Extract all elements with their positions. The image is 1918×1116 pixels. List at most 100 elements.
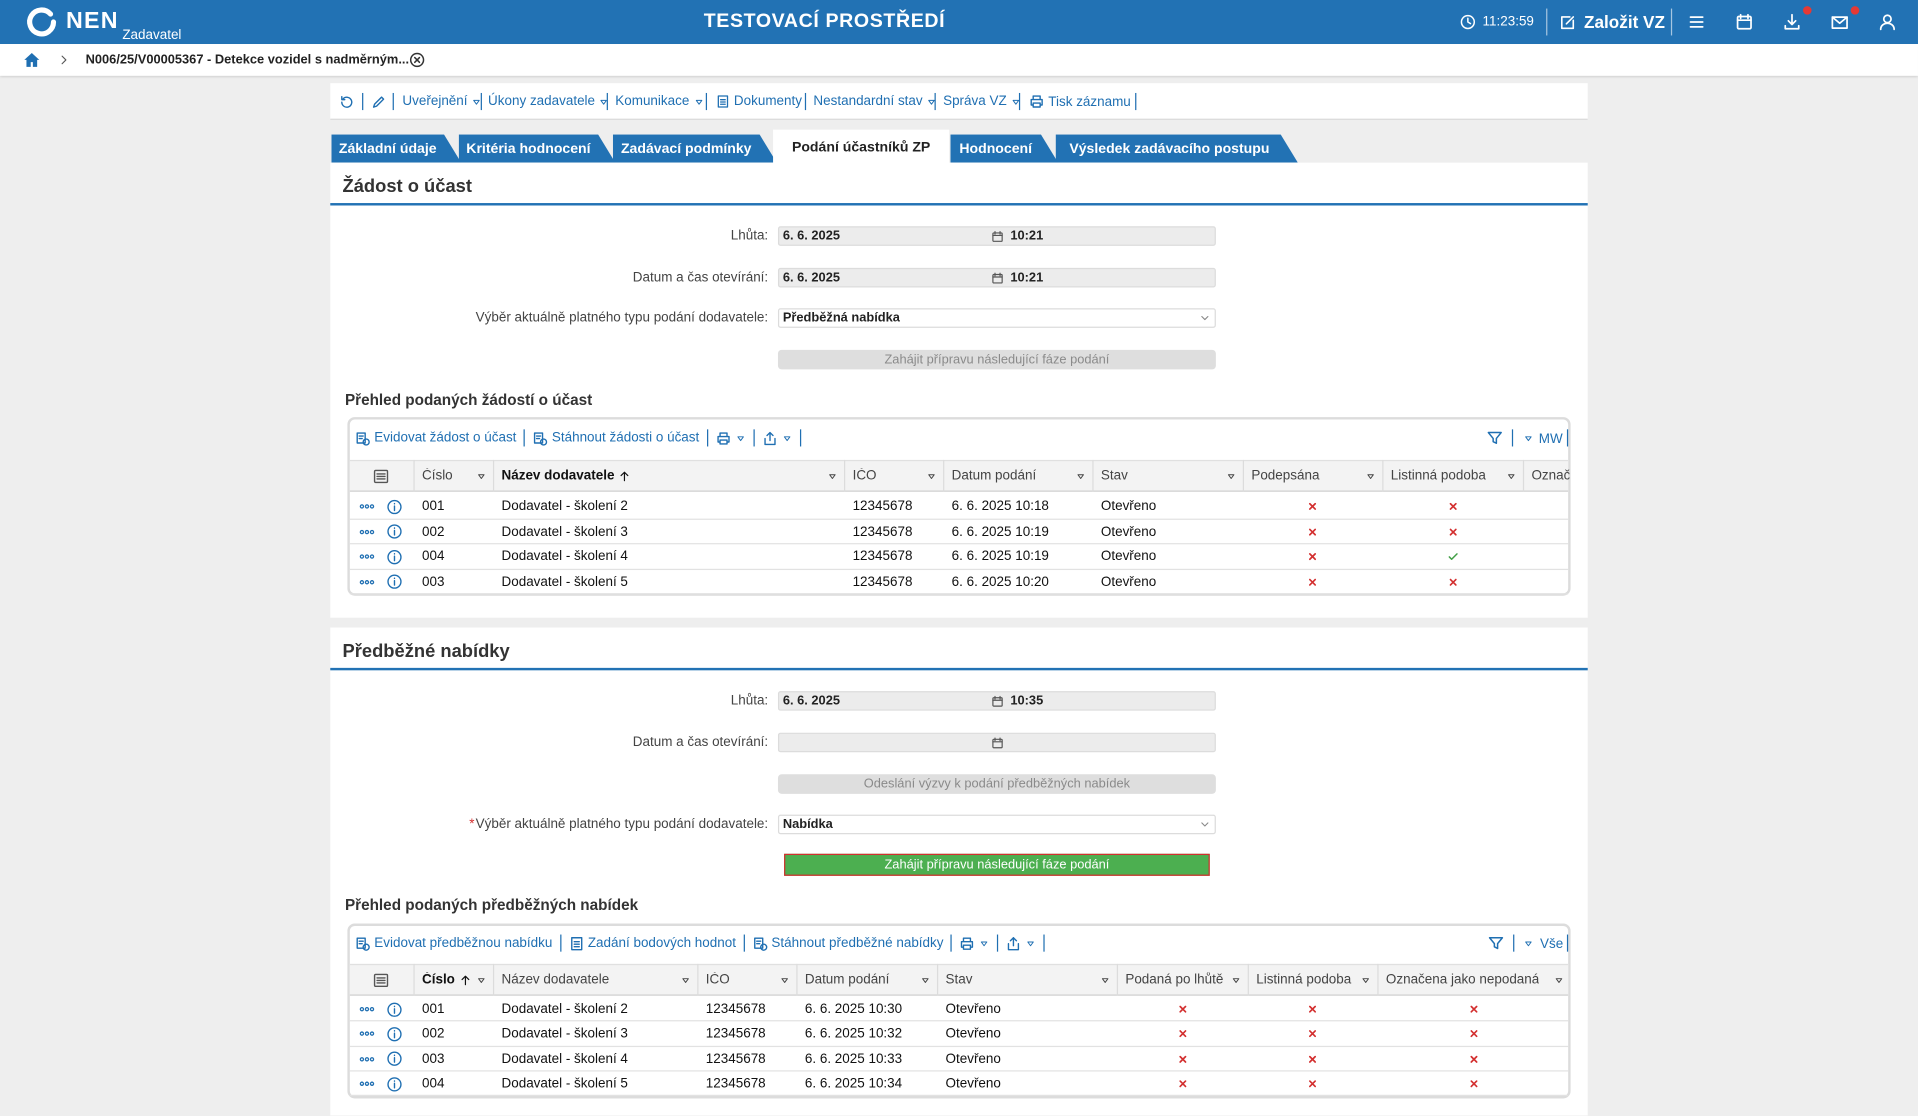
- column-header[interactable]: Číslo: [422, 468, 453, 483]
- column-header[interactable]: Označena jako nepodaná: [1386, 972, 1539, 987]
- calendar-icon[interactable]: [990, 229, 1003, 242]
- edit-icon[interactable]: [370, 94, 386, 110]
- tab-label[interactable]: Výsledek zadávacího postupu: [1069, 141, 1270, 157]
- row-info[interactable]: [386, 574, 402, 590]
- download-icon[interactable]: [1782, 12, 1802, 32]
- print-menu[interactable]: [715, 430, 746, 446]
- toolbar-label[interactable]: Správa VZ: [943, 94, 1007, 109]
- view-caret[interactable]: [1522, 938, 1533, 949]
- row-actions[interactable]: [359, 575, 375, 590]
- column-title[interactable]: Číslo: [422, 972, 455, 988]
- column-filter-caret[interactable]: [925, 470, 936, 481]
- column-header[interactable]: Stav: [1101, 468, 1128, 483]
- toolbar-item[interactable]: Dokumenty: [716, 94, 802, 109]
- column-filter-caret[interactable]: [475, 470, 486, 481]
- toolbar-label[interactable]: Nestandardní stav: [813, 94, 923, 109]
- row-actions[interactable]: [359, 499, 375, 514]
- table-action[interactable]: Evidovat žádost o účast: [355, 430, 517, 446]
- table-action[interactable]: Stáhnout žádosti o účast: [532, 430, 699, 446]
- calendar-icon[interactable]: [990, 694, 1003, 707]
- print-menu[interactable]: [959, 935, 990, 951]
- column-header[interactable]: Název dodavatele: [502, 468, 632, 483]
- column-header[interactable]: Označ: [1531, 468, 1569, 483]
- tab[interactable]: [1056, 135, 1298, 163]
- column-header[interactable]: Datum podání: [952, 468, 1037, 483]
- view-selector[interactable]: Vše: [1540, 936, 1564, 952]
- row-actions[interactable]: [359, 1027, 375, 1042]
- primary-button[interactable]: [784, 853, 1210, 876]
- home-icon[interactable]: [23, 51, 40, 68]
- column-header[interactable]: Stav: [946, 972, 973, 987]
- column-title[interactable]: Číslo: [422, 468, 453, 484]
- row-info[interactable]: [386, 549, 402, 565]
- table-action[interactable]: Stáhnout předběžné nabídky: [752, 935, 943, 951]
- column-header[interactable]: Číslo: [422, 972, 472, 987]
- column-filter-caret[interactable]: [1099, 974, 1110, 985]
- export-menu[interactable]: [1006, 935, 1037, 951]
- action-label[interactable]: Evidovat žádost o účast: [374, 430, 517, 446]
- column-title[interactable]: Datum podání: [951, 468, 1037, 484]
- column-title[interactable]: Podaná po lhůtě: [1125, 972, 1224, 988]
- toolbar-item[interactable]: Úkony zadavatele: [488, 94, 610, 109]
- table-action[interactable]: Evidovat předběžnou nabídku: [355, 935, 553, 951]
- column-title[interactable]: Označ: [1531, 468, 1570, 484]
- tab-label-active[interactable]: Podání účastníků ZP: [791, 140, 931, 156]
- filter-icon[interactable]: [1486, 429, 1503, 446]
- row-actions[interactable]: [359, 1076, 375, 1091]
- close-breadcrumb[interactable]: [409, 51, 426, 68]
- column-filter-caret[interactable]: [826, 470, 837, 481]
- column-filter-caret[interactable]: [475, 974, 486, 985]
- toolbar-label[interactable]: Dokumenty: [733, 94, 802, 109]
- column-title[interactable]: Stav: [1100, 468, 1128, 484]
- table-row[interactable]: [349, 519, 1569, 545]
- column-header[interactable]: Podepsána: [1251, 468, 1319, 483]
- column-title[interactable]: Stav: [945, 972, 973, 988]
- row-info[interactable]: [386, 1051, 402, 1067]
- row-info[interactable]: [386, 1026, 402, 1042]
- row-actions[interactable]: [359, 1002, 375, 1017]
- column-title[interactable]: IČO: [852, 468, 877, 484]
- column-title[interactable]: IČO: [705, 972, 730, 988]
- tab[interactable]: [613, 135, 777, 163]
- filter-icon[interactable]: [1487, 935, 1504, 952]
- datetime-input[interactable]: [777, 691, 1216, 711]
- breadcrumb-label[interactable]: N006/25/V00005367 - Detekce vozidel s na…: [85, 52, 410, 68]
- datetime-input[interactable]: [777, 267, 1216, 288]
- column-filter-caret[interactable]: [1075, 470, 1086, 481]
- action-label[interactable]: Evidovat předběžnou nabídku: [374, 935, 553, 951]
- column-title[interactable]: Označena jako nepodaná: [1385, 972, 1540, 988]
- column-filter-caret[interactable]: [919, 974, 930, 985]
- calendar-icon[interactable]: [990, 271, 1003, 284]
- column-header[interactable]: Podaná po lhůtě: [1125, 972, 1223, 987]
- create-button[interactable]: Založit VZ: [1558, 12, 1665, 32]
- view-caret[interactable]: [1522, 432, 1533, 443]
- table-row[interactable]: [349, 1022, 1569, 1047]
- row-actions[interactable]: [359, 550, 375, 565]
- toolbar-label[interactable]: Komunikace: [615, 94, 690, 109]
- toolbar-item[interactable]: Komunikace: [615, 94, 704, 109]
- column-header[interactable]: IČO: [853, 468, 877, 483]
- create-label[interactable]: Založit VZ: [1584, 12, 1665, 32]
- column-title[interactable]: Název dodavatele: [501, 468, 615, 484]
- column-title[interactable]: Název dodavatele: [501, 972, 610, 988]
- column-filter-caret[interactable]: [779, 974, 790, 985]
- select-input[interactable]: [777, 814, 1216, 835]
- user-icon[interactable]: [1878, 12, 1898, 32]
- column-header[interactable]: Listinná podoba: [1256, 972, 1351, 987]
- toolbar-label[interactable]: Úkony zadavatele: [488, 94, 596, 109]
- row-info[interactable]: [386, 1001, 402, 1017]
- table-row[interactable]: [349, 494, 1569, 520]
- export-menu[interactable]: [762, 430, 793, 446]
- table-action[interactable]: Zadání bodových hodnot: [568, 935, 736, 951]
- row-actions[interactable]: [359, 524, 375, 539]
- column-filter-caret[interactable]: [1360, 974, 1371, 985]
- row-info[interactable]: [386, 499, 402, 515]
- row-info[interactable]: [386, 524, 402, 540]
- refresh-icon[interactable]: [338, 94, 354, 110]
- column-header[interactable]: Listinná podoba: [1391, 468, 1486, 483]
- column-header[interactable]: IČO: [706, 972, 730, 987]
- table-row[interactable]: [349, 544, 1569, 570]
- tab[interactable]: [331, 135, 461, 163]
- column-title[interactable]: Listinná podoba: [1390, 468, 1486, 484]
- button-label[interactable]: Zahájit přípravu následující fáze podání: [884, 857, 1110, 873]
